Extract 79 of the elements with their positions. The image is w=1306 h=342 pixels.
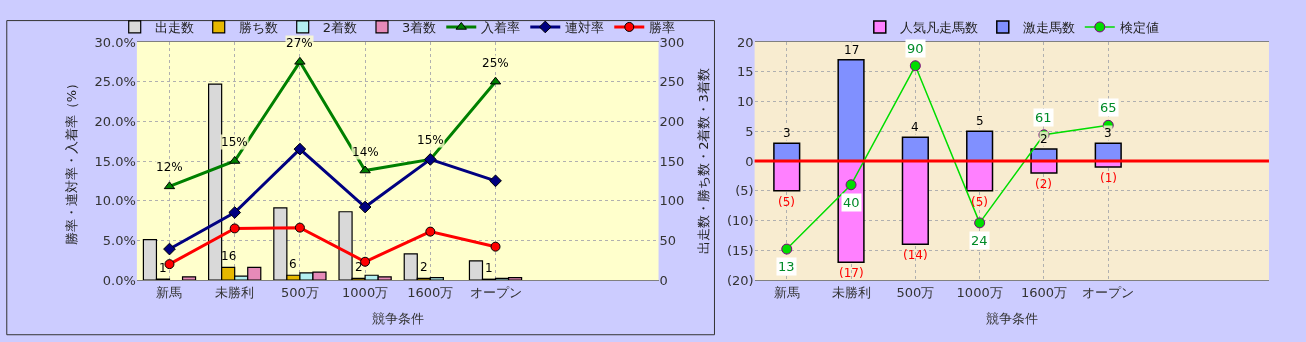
y-tick-label: 5 [745, 123, 754, 139]
data-label: 17 [844, 43, 860, 57]
data-label: 6 [289, 257, 297, 271]
data-label: 24 [971, 233, 988, 248]
y2-tick-label: 150 [659, 153, 685, 169]
data-label: 27% [286, 36, 313, 50]
data-label: 15% [417, 133, 444, 147]
x-axis-title: 競争条件 [371, 311, 424, 327]
data-label: 14% [352, 145, 379, 159]
data-label: 65 [1100, 100, 1117, 115]
y-tick-label: (15) [726, 242, 754, 258]
y2-tick-label: 300 [659, 34, 685, 50]
y-tick-label: 5.0% [102, 232, 136, 248]
y2-tick-label: 0 [659, 272, 668, 288]
y-tick-label: 15 [737, 64, 754, 80]
y2-axis-title: 出走数・勝ち数・2着数・3着数 [695, 68, 711, 254]
data-label: 2 [1040, 132, 1048, 146]
y-tick-label: (5) [735, 183, 754, 199]
x-tick-label: 新馬 [773, 284, 800, 300]
legend-label: 連対率 [565, 20, 605, 36]
y-axis-title: 勝率・連対率・入着率（%） [63, 76, 79, 246]
x-tick-label: 1600万 [1020, 284, 1067, 300]
data-label: (14) [903, 248, 928, 262]
data-label: 2 [355, 260, 363, 274]
data-label: 15% [221, 135, 248, 149]
legend-label: 人気凡走馬数 [899, 20, 978, 36]
data-label: (5) [778, 195, 795, 209]
legend-label: 入着率 [481, 20, 521, 36]
y2-tick-label: 200 [659, 113, 685, 129]
x-tick-label: 未勝利 [215, 284, 255, 300]
x-tick-label: 1000万 [956, 284, 1003, 300]
y2-tick-label: 100 [659, 193, 685, 209]
data-label: 1 [159, 261, 167, 275]
y-tick-label: 30.0% [94, 34, 136, 50]
x-tick-label: 500万 [896, 284, 935, 300]
y-tick-label: 15.0% [94, 153, 136, 169]
legend-label: 2着数 [322, 20, 357, 36]
legend-label: 勝率 [649, 20, 676, 36]
data-label: 12% [156, 160, 183, 174]
data-label: (5) [971, 195, 988, 209]
x-tick-label: 500万 [280, 284, 319, 300]
y2-tick-label: 50 [659, 232, 677, 248]
x-tick-label: オープン [1082, 284, 1135, 300]
legend-label: 3着数 [401, 20, 437, 36]
y2-tick-label: 250 [659, 74, 685, 90]
y-tick-label: (20) [726, 272, 754, 288]
data-label: (2) [1035, 177, 1052, 191]
data-label: 16 [221, 249, 237, 263]
data-label: 25% [482, 56, 509, 70]
y-tick-label: 10 [737, 94, 754, 110]
x-tick-label: 1600万 [407, 284, 454, 300]
data-label: 3 [783, 126, 791, 140]
x-tick-label: 未勝利 [831, 284, 871, 300]
x-tick-label: オープン [469, 284, 522, 300]
y-tick-label: 20 [737, 34, 754, 50]
data-label: (1) [1100, 171, 1117, 185]
data-label: 2 [420, 260, 428, 274]
legend-label: 出走数 [154, 20, 194, 36]
legend-label: 検定値 [1119, 20, 1159, 36]
legend-label: 勝ち数 [238, 20, 278, 36]
data-label: 61 [1035, 110, 1052, 125]
y-tick-label: 10.0% [94, 193, 136, 209]
legend-label: 激走馬数 [1022, 20, 1075, 36]
y-tick-label: (10) [726, 213, 754, 229]
data-label: 40 [843, 195, 860, 210]
y-tick-label: 20.0% [94, 113, 136, 129]
data-label: (17) [839, 266, 864, 280]
y-tick-label: 0 [745, 153, 754, 169]
data-label: 90 [907, 41, 924, 56]
data-label: 3 [1104, 126, 1112, 140]
x-tick-label: 1000万 [342, 284, 389, 300]
data-label: 1 [485, 261, 493, 275]
x-tick-label: 新馬 [156, 284, 183, 300]
y-tick-label: 0.0% [102, 272, 136, 288]
y-tick-label: 25.0% [94, 74, 136, 90]
data-label: 4 [911, 120, 919, 134]
data-label: 13 [778, 259, 795, 274]
x-axis-title: 競争条件 [985, 311, 1038, 327]
data-label: 5 [976, 114, 984, 128]
